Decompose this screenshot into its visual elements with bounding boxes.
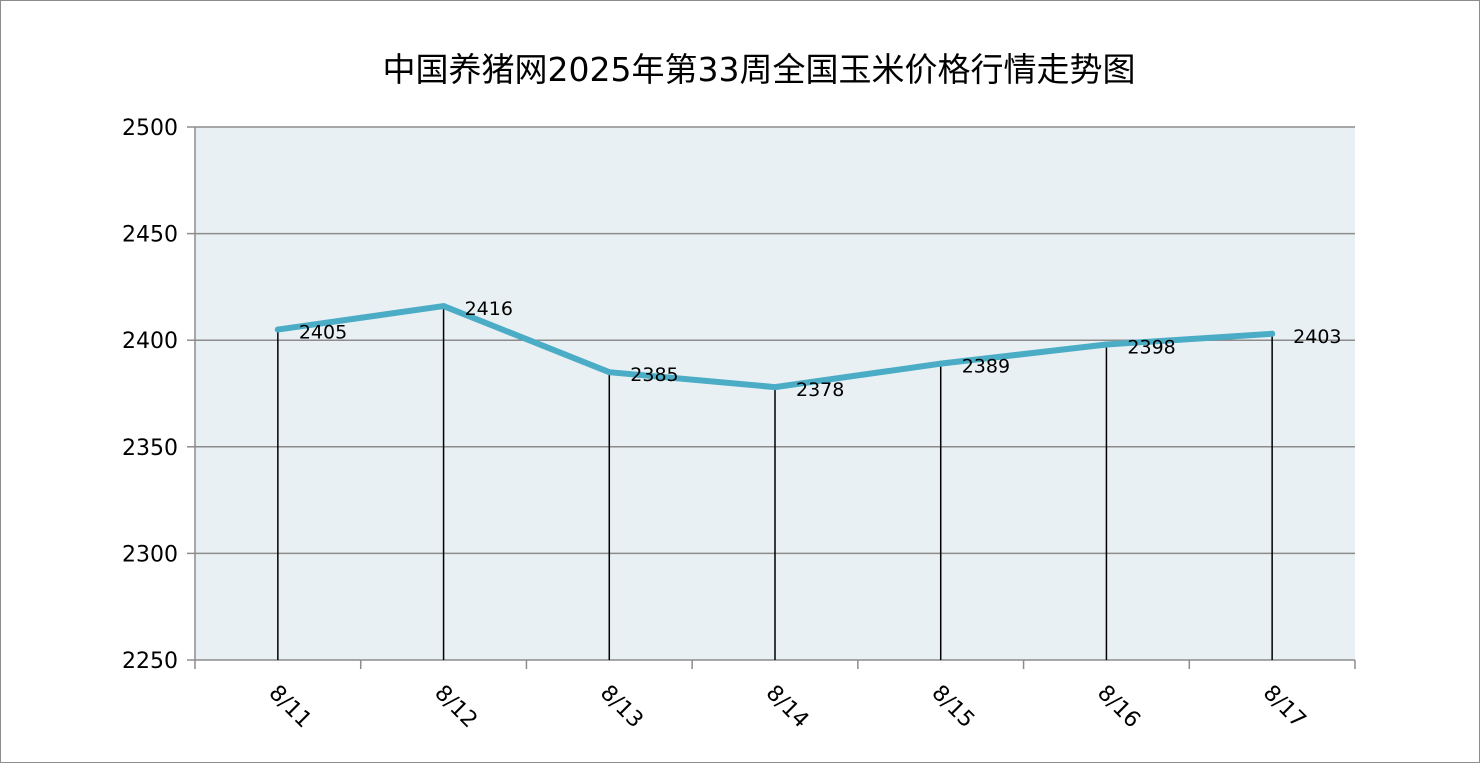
- data-point: [772, 384, 778, 391]
- data-label: 2416: [465, 298, 513, 320]
- x-tick-label: 8/12: [429, 681, 482, 734]
- x-tick-label: 8/15: [926, 681, 979, 734]
- y-tick-label: 2450: [122, 223, 178, 248]
- data-point: [606, 369, 613, 376]
- data-point: [1269, 330, 1276, 337]
- y-tick-label: 2500: [122, 116, 178, 141]
- chart-title: 中国养猪网2025年第33周全国玉米价格行情走势图: [383, 50, 1136, 89]
- x-tick-label: 8/14: [761, 681, 814, 734]
- data-point: [274, 326, 281, 333]
- data-label: 2378: [796, 379, 844, 401]
- data-point: [1103, 341, 1110, 348]
- y-tick-label: 2350: [122, 436, 178, 461]
- data-label: 2403: [1293, 326, 1341, 348]
- drop-lines: [277, 306, 1273, 660]
- x-tick-label: 8/17: [1258, 681, 1311, 734]
- x-tick-label: 8/13: [595, 681, 648, 734]
- data-point: [440, 303, 447, 310]
- x-tick-label: 8/11: [264, 681, 317, 734]
- data-label: 2398: [1127, 336, 1175, 358]
- data-label: 2389: [962, 356, 1010, 378]
- data-point: [937, 360, 944, 367]
- series: [274, 303, 1276, 391]
- y-tick-label: 2300: [122, 542, 178, 567]
- x-tick-label: 8/16: [1092, 681, 1145, 734]
- y-tick-label: 2400: [122, 329, 178, 354]
- data-label: 2405: [299, 322, 347, 344]
- data-label: 2385: [630, 364, 678, 386]
- y-tick-label: 2250: [122, 649, 178, 674]
